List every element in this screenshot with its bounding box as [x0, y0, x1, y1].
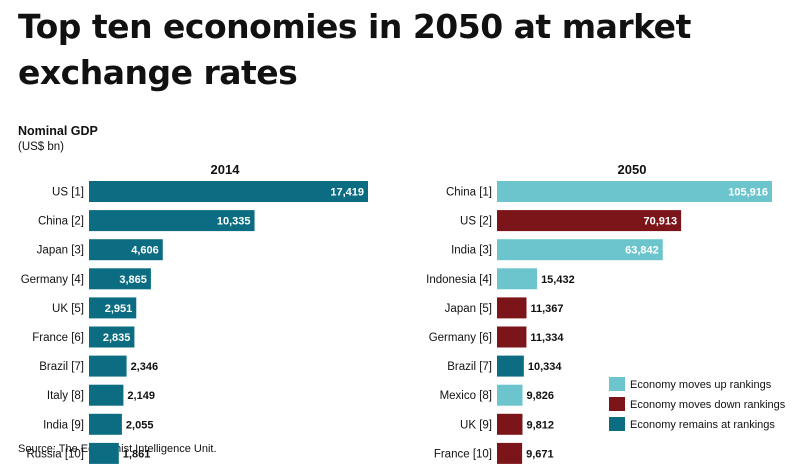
category-label: Germany [6] — [429, 332, 492, 344]
category-label: India [3] — [451, 245, 492, 257]
bar — [497, 268, 538, 290]
category-label: France [10] — [434, 448, 492, 460]
chart-subtitle: Nominal GDP — [18, 124, 98, 138]
category-label: Mexico [8] — [440, 390, 492, 402]
value-label: 2,951 — [105, 303, 133, 315]
legend-swatch-up — [609, 377, 625, 391]
value-label: 2,055 — [126, 419, 154, 431]
category-label: Brazil [7] — [447, 361, 492, 373]
value-label: 1,861 — [123, 448, 151, 460]
category-label: Brazil [7] — [39, 361, 84, 373]
bar — [497, 297, 527, 319]
value-label: 3,865 — [119, 274, 147, 286]
value-label: 9,671 — [526, 448, 554, 460]
value-label: 10,335 — [217, 216, 251, 228]
category-label: Germany [4] — [21, 274, 84, 286]
category-label: France [6] — [32, 332, 84, 344]
legend-label-same: Economy remains at rankings — [630, 419, 775, 431]
value-label: 17,419 — [330, 187, 364, 199]
value-label: 2,835 — [103, 332, 131, 344]
bar — [89, 384, 124, 406]
bar — [89, 297, 137, 319]
legend-swatch-same — [609, 417, 625, 431]
category-label: UK [9] — [460, 419, 492, 431]
bar — [89, 355, 127, 377]
bar — [497, 442, 523, 464]
value-label: 105,916 — [728, 187, 768, 199]
chart-title: Top ten economies in 2050 at market exch… — [18, 7, 691, 92]
value-label: 11,367 — [531, 303, 564, 315]
value-label: 2,346 — [131, 361, 159, 373]
category-label: UK [5] — [52, 303, 84, 315]
bar — [497, 181, 772, 202]
category-label: US [2] — [460, 216, 492, 228]
value-label: 10,334 — [528, 361, 563, 373]
value-label: 2,149 — [127, 390, 155, 402]
value-label: 9,812 — [526, 419, 554, 431]
category-label: US [1] — [52, 187, 84, 199]
value-label: 70,913 — [643, 216, 677, 228]
panel-title-2050: 2050 — [618, 162, 647, 177]
category-label: Japan [3] — [37, 245, 84, 257]
category-label: India [9] — [43, 419, 84, 431]
legend-swatch-down — [609, 397, 625, 411]
bar — [89, 442, 119, 464]
category-label: Japan [5] — [445, 303, 492, 315]
unit-label: (US$ bn) — [18, 141, 65, 153]
bar — [89, 181, 368, 202]
category-label: Russia [10] — [26, 448, 84, 460]
bar — [89, 268, 151, 290]
category-label: Italy [8] — [47, 390, 84, 402]
bar — [497, 413, 523, 435]
value-label: 63,842 — [625, 245, 659, 257]
bar — [497, 210, 682, 232]
value-label: 4,606 — [131, 245, 159, 257]
bar — [89, 413, 122, 435]
bar — [497, 355, 524, 377]
category-label: China [1] — [446, 187, 492, 199]
panel-title-2014: 2014 — [211, 162, 241, 177]
bar — [89, 210, 255, 232]
bar — [497, 384, 523, 406]
legend-label-down: Economy moves down rankings — [630, 399, 786, 411]
bar — [89, 239, 163, 261]
bar — [89, 326, 135, 348]
value-label: 15,432 — [541, 274, 575, 286]
category-label: China [2] — [38, 216, 84, 228]
category-label: Indonesia [4] — [426, 274, 492, 286]
bar — [497, 239, 663, 261]
value-label: 9,826 — [527, 390, 555, 402]
bar — [497, 326, 527, 348]
legend-label-up: Economy moves up rankings — [630, 379, 772, 391]
value-label: 11,334 — [530, 332, 564, 344]
